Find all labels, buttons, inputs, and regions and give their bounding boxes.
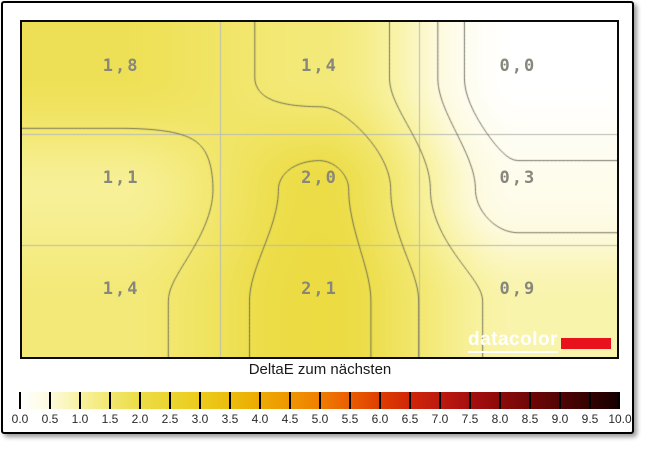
cell-value-r1c3: 0,0 xyxy=(499,55,537,76)
colorbar-tick xyxy=(319,392,321,409)
colorbar-tick xyxy=(229,392,231,409)
colorbar-tick-label: 8.5 xyxy=(521,412,539,426)
colorbar-tick-label: 6.0 xyxy=(371,412,389,426)
colorbar-tick-label: 4.0 xyxy=(251,412,269,426)
colorbar-tick xyxy=(289,392,291,409)
colorbar-tick-label: 3.0 xyxy=(191,412,209,426)
colorbar-tick-label: 7.5 xyxy=(461,412,479,426)
colorbar-tick xyxy=(559,392,561,409)
colorbar-tick-label: 2.5 xyxy=(161,412,179,426)
colorbar-tick-label: 8.0 xyxy=(491,412,509,426)
colorbar-tick xyxy=(439,392,441,409)
colorbar-tick-label: 0.0 xyxy=(11,412,29,426)
cell-value-r2c1: 1,1 xyxy=(102,167,140,188)
colorbar-tick xyxy=(79,392,81,409)
cell-value-r3c1: 1,4 xyxy=(102,279,140,300)
colorbar-tick-label: 4.5 xyxy=(281,412,299,426)
colorbar-tick xyxy=(379,392,381,409)
colorbar-tick xyxy=(259,392,261,409)
cell-value-r2c3: 0,3 xyxy=(499,167,537,188)
colorbar-tick xyxy=(349,392,351,409)
colorbar-tick-label: 1.5 xyxy=(101,412,119,426)
colorbar-tick xyxy=(169,392,171,409)
colorbar-tick-label: 0.5 xyxy=(41,412,59,426)
cell-value-r1c1: 1,8 xyxy=(102,55,140,76)
colorbar-tick-label: 3.5 xyxy=(221,412,239,426)
cell-value-r3c3: 0,9 xyxy=(499,279,537,300)
heatmap-canvas xyxy=(22,22,617,357)
colorbar-tick xyxy=(199,392,201,409)
chart-title: DeltaE zum nächsten xyxy=(248,361,392,378)
colorbar-tick xyxy=(618,392,620,409)
colorbar-tick-label: 1.0 xyxy=(71,412,89,426)
report-window: datacolor 1,8 1,4 0,0 1,1 2,0 0,3 1,4 2,1 0,9 De… xyxy=(1,1,634,434)
colorbar-scale xyxy=(19,392,620,409)
cell-value-r2c2: 2,0 xyxy=(301,167,338,188)
cell-value-r1c2: 1,4 xyxy=(301,55,338,76)
colorbar-tick-label: 9.0 xyxy=(551,412,569,426)
colorbar-tick-label: 9.5 xyxy=(581,412,599,426)
colorbar-tick-label: 7.0 xyxy=(431,412,449,426)
colorbar-tick-label: 10.0 xyxy=(608,412,632,426)
colorbar-tick xyxy=(19,392,21,409)
colorbar-tick xyxy=(409,392,411,409)
heatmap-plot: datacolor 1,8 1,4 0,0 1,1 2,0 0,3 1,4 2,1 0,9 xyxy=(20,20,619,359)
datacolor-logo-bar xyxy=(561,338,611,349)
colorbar-tick-label: 5.0 xyxy=(311,412,329,426)
colorbar-tick xyxy=(589,392,591,409)
colorbar-tick xyxy=(109,392,111,409)
colorbar-tick xyxy=(499,392,501,409)
datacolor-logo-text: datacolor xyxy=(467,330,558,353)
datacolor-logo: datacolor xyxy=(467,330,611,353)
colorbar-tick xyxy=(529,392,531,409)
colorbar-tick-label: 6.5 xyxy=(401,412,419,426)
colorbar-tick xyxy=(469,392,471,409)
colorbar-tick-label: 2.0 xyxy=(131,412,149,426)
cell-value-r3c2: 2,1 xyxy=(301,279,338,300)
colorbar-tick xyxy=(139,392,141,409)
colorbar-tick xyxy=(49,392,51,409)
colorbar-tick-label: 5.5 xyxy=(341,412,359,426)
